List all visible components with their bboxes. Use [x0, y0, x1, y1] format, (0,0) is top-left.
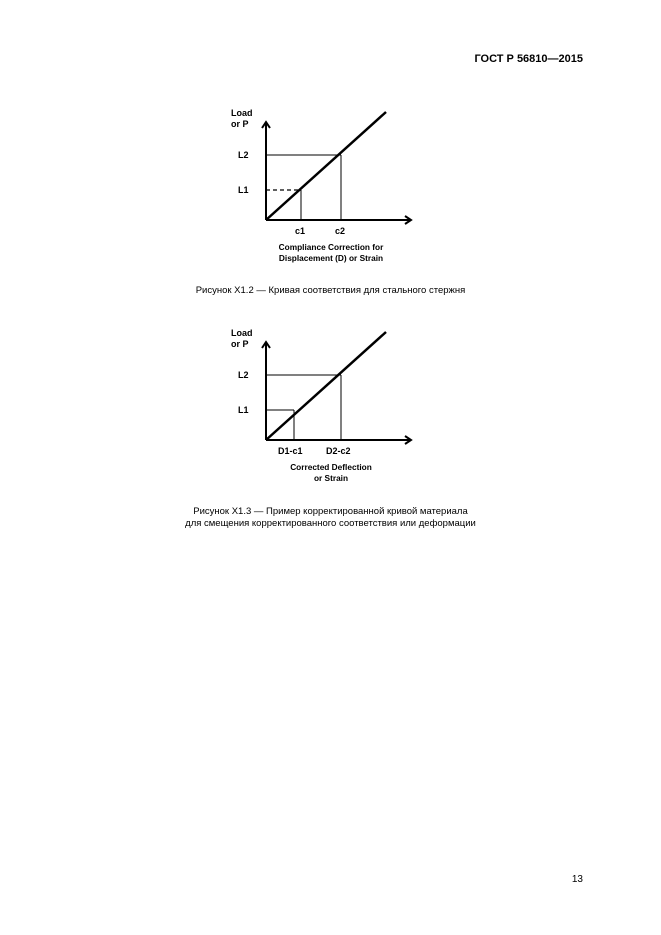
- y-axis-label-top: Load: [231, 108, 253, 118]
- figure-x1-2: Load or P L2 L1 c1 c2 Compliance Correct…: [216, 100, 446, 275]
- y-axis-label-bottom: or P: [231, 339, 249, 349]
- tick-l1: L1: [238, 185, 249, 195]
- tick-l2: L2: [238, 150, 249, 160]
- figure-x1-2-caption: Рисунок X1.2 — Кривая соответствия для с…: [0, 285, 661, 297]
- fig1-subcaption-1: Compliance Correction for: [278, 242, 383, 252]
- tick-c2: c2: [335, 226, 345, 236]
- document-header: ГОСТ Р 56810—2015: [474, 53, 583, 65]
- fig2-subcaption-2: or Strain: [313, 473, 347, 483]
- page-number: 13: [572, 874, 583, 885]
- tick-c1: c1: [295, 226, 305, 236]
- fig1-subcaption-2: Displacement (D) or Strain: [278, 253, 382, 263]
- tick-l1: L1: [238, 405, 249, 415]
- fig2-caption-line2: для смещения корректированного соответст…: [185, 518, 476, 529]
- fig2-subcaption-1: Corrected Deflection: [290, 462, 372, 472]
- fig2-caption-line1: Рисунок X1.3 — Пример корректированной к…: [193, 506, 468, 517]
- y-axis-label-bottom: or P: [231, 119, 249, 129]
- figure-x1-3: Load or P L2 L1 D1-c1 D2-c2 Corrected De…: [216, 320, 446, 495]
- figure-x1-3-caption: Рисунок X1.3 — Пример корректированной к…: [0, 506, 661, 531]
- tick-x1: D1-c1: [278, 446, 303, 456]
- y-axis-label-top: Load: [231, 328, 253, 338]
- tick-x2: D2-c2: [326, 446, 351, 456]
- tick-l2: L2: [238, 370, 249, 380]
